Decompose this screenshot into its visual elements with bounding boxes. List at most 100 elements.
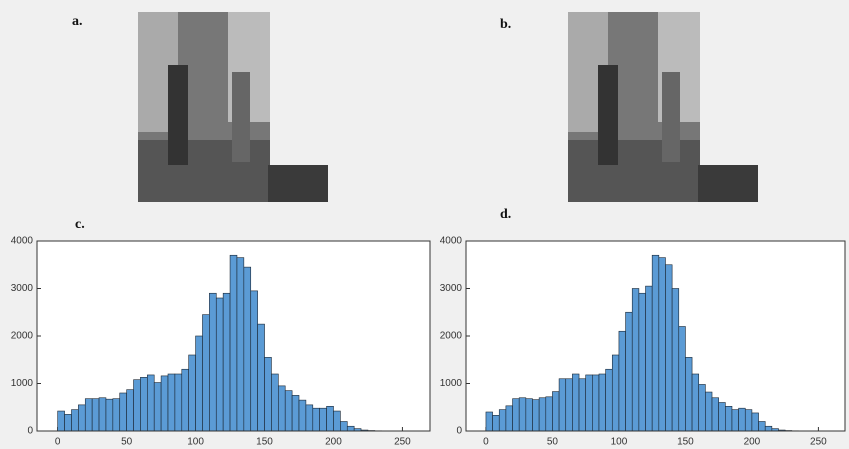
bar [678, 326, 686, 432]
bar [691, 373, 700, 432]
bar [631, 288, 640, 432]
bar [711, 397, 719, 432]
y-tick-label: 0 [456, 426, 462, 437]
bar [538, 397, 547, 432]
histogram: c. 0 1000 2000 3000 4000 0 50 100 150 200 250 [11, 217, 431, 448]
bar [64, 414, 72, 432]
chart-title: c. [75, 217, 85, 232]
bar [174, 373, 183, 432]
bar [718, 402, 726, 432]
x-tick-label: 150 [677, 437, 694, 448]
bar [326, 405, 334, 432]
x-tick-label: 0 [483, 437, 489, 448]
bar [764, 425, 773, 432]
histogram: d. 0 1000 2000 3000 4000 0 50 100 150 200 250 [440, 207, 846, 448]
bar [592, 374, 600, 432]
bar [119, 392, 127, 432]
bar [57, 410, 65, 432]
bar [215, 297, 224, 432]
y-tick-label: 0 [27, 426, 33, 437]
bar [140, 377, 148, 432]
bar [160, 375, 169, 432]
bar [518, 397, 527, 432]
bar [153, 382, 162, 432]
bar [340, 421, 348, 432]
bar [209, 292, 217, 432]
bar [222, 292, 231, 432]
floor [568, 140, 700, 202]
x-tick-label: 200 [325, 437, 342, 448]
bar [71, 409, 79, 432]
bar [578, 378, 586, 432]
bar [333, 410, 341, 432]
x-tick-label: 100 [187, 437, 204, 448]
table [698, 165, 758, 202]
bar [705, 391, 713, 432]
bar [585, 374, 593, 432]
y-tick-label: 4000 [11, 236, 34, 247]
bar [229, 254, 238, 432]
bar [167, 373, 176, 432]
chart-title: d. [500, 207, 511, 222]
panel-label: a. [72, 14, 83, 29]
bar [598, 373, 606, 432]
x-tick-label: 100 [611, 437, 628, 448]
bar [264, 357, 272, 432]
bar [243, 266, 252, 432]
y-tick-label: 3000 [440, 283, 463, 294]
bar [278, 385, 286, 432]
bar [312, 407, 320, 432]
bar [236, 257, 245, 432]
bar [319, 407, 327, 432]
y-tick-label: 1000 [11, 378, 34, 389]
plot-frame [36, 240, 431, 432]
bar [78, 404, 86, 432]
photo-b [568, 12, 758, 202]
bar [565, 378, 573, 432]
bar [505, 405, 513, 432]
x-tick-label: 50 [121, 437, 133, 448]
y-tick-label: 2000 [11, 331, 34, 342]
person [232, 72, 250, 162]
bar [133, 379, 141, 432]
bar [751, 412, 759, 432]
bar [126, 389, 134, 432]
bar [181, 368, 189, 432]
y-tick-label: 1000 [440, 378, 463, 389]
bar [651, 254, 660, 432]
bar [271, 373, 279, 432]
bar [492, 415, 500, 432]
bar [731, 409, 739, 432]
y-tick-label: 2000 [440, 331, 463, 342]
x-tick-label: 250 [394, 437, 411, 448]
bar [758, 421, 766, 432]
bar [558, 378, 567, 432]
bar [257, 323, 265, 432]
bar [545, 396, 553, 432]
bar [744, 409, 753, 432]
x-tick-label: 200 [744, 437, 761, 448]
table [268, 165, 328, 202]
bar [665, 264, 673, 432]
bar [84, 398, 93, 432]
person [598, 65, 618, 165]
bar [250, 290, 258, 432]
person [168, 65, 188, 165]
bar [725, 405, 733, 432]
y-tick-label: 3000 [11, 283, 34, 294]
y-tick-label: 4000 [440, 236, 463, 247]
bar [658, 257, 666, 432]
bar [605, 368, 613, 432]
bar [638, 292, 646, 432]
bar [112, 398, 121, 432]
bar [618, 330, 626, 432]
bar [512, 398, 520, 432]
bar [305, 404, 314, 432]
x-tick-label: 0 [55, 437, 61, 448]
bar [188, 354, 196, 432]
panel-label: b. [500, 17, 511, 32]
bar [611, 354, 620, 432]
bar [202, 314, 210, 432]
bar [498, 409, 507, 432]
